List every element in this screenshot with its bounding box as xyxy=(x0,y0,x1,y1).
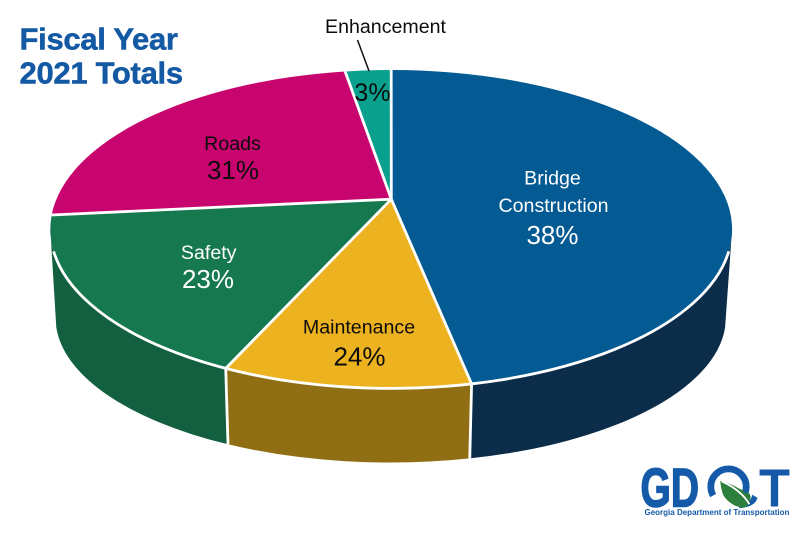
svg-text:Bridge: Bridge xyxy=(524,167,581,189)
svg-text:Safety: Safety xyxy=(181,242,237,264)
svg-text:Fiscal Year: Fiscal Year xyxy=(20,22,178,57)
svg-text:Roads: Roads xyxy=(204,133,261,155)
svg-text:Maintenance: Maintenance xyxy=(303,317,415,339)
svg-text:24%: 24% xyxy=(333,342,385,372)
svg-text:31%: 31% xyxy=(207,155,259,185)
svg-text:23%: 23% xyxy=(182,264,234,294)
svg-text:2021 Totals: 2021 Totals xyxy=(20,56,183,91)
svg-text:GD: GD xyxy=(641,458,699,519)
svg-text:Construction: Construction xyxy=(499,195,609,217)
svg-text:T: T xyxy=(759,460,790,519)
svg-text:3%: 3% xyxy=(354,79,390,107)
svg-text:Enhancement: Enhancement xyxy=(325,16,446,38)
svg-text:38%: 38% xyxy=(526,220,578,250)
svg-text:Georgia Department of Transpor: Georgia Department of Transportation xyxy=(645,508,790,517)
